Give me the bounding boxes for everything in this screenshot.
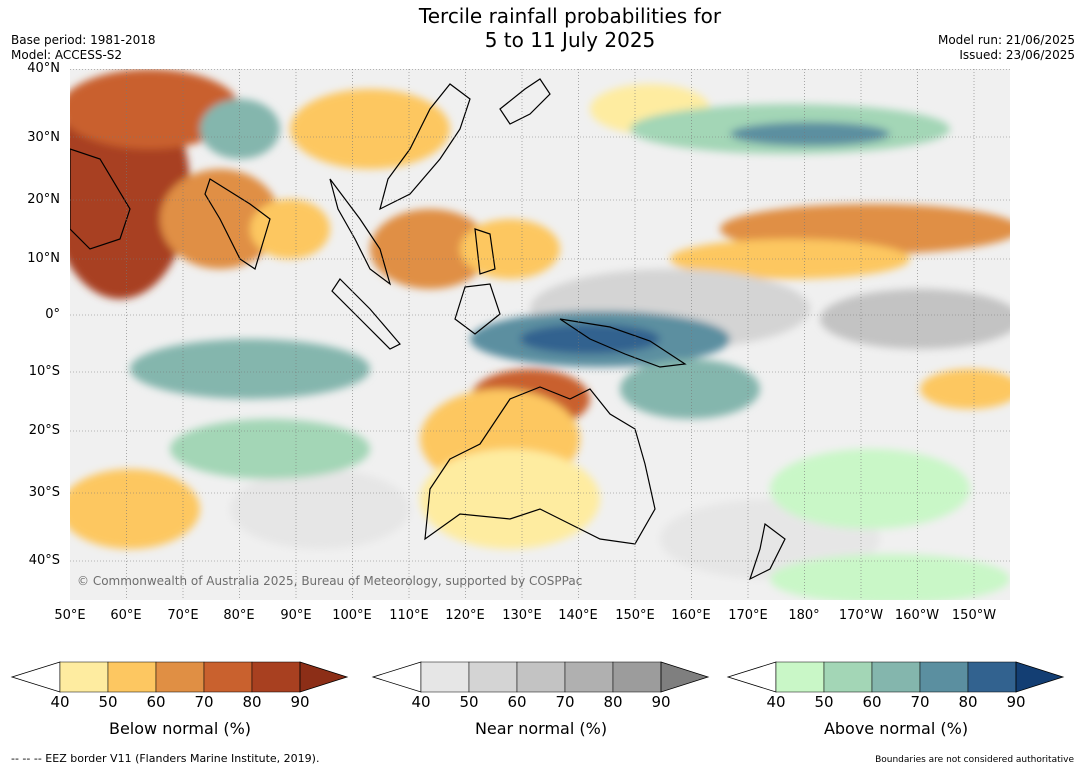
lon-label: 180° <box>788 608 820 623</box>
title-line-1: Tercile rainfall probabilities for <box>418 4 722 28</box>
near-tick: 50 <box>459 693 479 711</box>
colorbar-cell <box>612 661 662 693</box>
lat-label: 30°S <box>28 485 60 500</box>
lon-label: 110°E <box>389 608 429 623</box>
below-tick: 50 <box>98 693 118 711</box>
lat-label: 0° <box>45 307 60 322</box>
below-tick: 70 <box>194 693 214 711</box>
indochina-coast <box>329 178 392 286</box>
colorbar-cell <box>726 661 777 693</box>
colorbar-cell <box>371 661 422 693</box>
eez-border-note: -- -- -- EEZ border V11 (Flanders Marine… <box>11 752 320 765</box>
colorbar-cell <box>516 661 566 693</box>
above-tick: 50 <box>814 693 834 711</box>
lon-label: 50°E <box>54 608 86 623</box>
below-tick: 60 <box>146 693 166 711</box>
lon-label: 80°E <box>223 608 255 623</box>
colorbar-cell <box>468 661 518 693</box>
below-normal-label: Below normal (%) <box>108 719 252 738</box>
lat-label: 30°N <box>27 130 60 145</box>
lon-label: 130°E <box>502 608 542 623</box>
lon-label: 60°E <box>110 608 142 623</box>
china-coast <box>379 83 471 211</box>
run-info: Model run: 21/06/2025 Issued: 23/06/2025 <box>938 33 1075 63</box>
above-normal-label: Above normal (%) <box>823 719 969 738</box>
probability-map[interactable] <box>70 69 1010 600</box>
colorbar-cell <box>967 661 1017 693</box>
above-tick: 40 <box>766 693 786 711</box>
near-normal-colorbar <box>371 661 710 693</box>
colorbar-cell <box>299 661 349 693</box>
below-tick: 40 <box>50 693 70 711</box>
colorbar-cell <box>823 661 873 693</box>
coastlines <box>70 78 786 581</box>
lon-label: 120°E <box>445 608 485 623</box>
colorbar-cell <box>155 661 205 693</box>
legend-colorbars <box>10 661 1065 693</box>
near-tick: 40 <box>411 693 431 711</box>
colorbar-cell <box>107 661 157 693</box>
lon-label: 160°W <box>894 608 940 623</box>
above-tick: 80 <box>958 693 978 711</box>
title-line-2: 5 to 11 July 2025 <box>484 28 656 52</box>
lon-label: 160°E <box>671 608 711 623</box>
above-tick: 60 <box>862 693 882 711</box>
lon-label: 90°E <box>280 608 312 623</box>
base-period: Base period: 1981-2018 <box>11 33 156 47</box>
colorbar-cell <box>420 661 470 693</box>
colorbar-cell <box>1015 661 1065 693</box>
colorbar-cell <box>251 661 301 693</box>
graticule <box>70 69 1010 600</box>
model-info: Base period: 1981-2018 Model: ACCESS-S2 <box>11 33 156 63</box>
lon-label: 150°W <box>951 608 997 623</box>
lat-label: 20°N <box>27 192 60 207</box>
lon-label: 170°E <box>728 608 768 623</box>
borneo-coast <box>454 283 501 335</box>
below-normal-colorbar <box>10 661 349 693</box>
near-normal-label: Near normal (%) <box>474 719 608 738</box>
new-zealand-coast <box>748 522 786 581</box>
probability-field <box>70 69 1010 600</box>
near-tick: 60 <box>507 693 527 711</box>
lat-label: 10°S <box>28 364 60 379</box>
below-tick: 80 <box>242 693 262 711</box>
copyright-notice: © Commonwealth of Australia 2025, Bureau… <box>77 574 583 588</box>
colorbar-cell <box>775 661 825 693</box>
near-tick: 90 <box>651 693 671 711</box>
colorbar-cell <box>919 661 969 693</box>
lon-label: 170°W <box>838 608 884 623</box>
japan-coast <box>499 78 551 125</box>
sumatra-coast <box>331 278 401 350</box>
lon-label: 70°E <box>167 608 199 623</box>
model-run: Model run: 21/06/2025 <box>937 33 1075 47</box>
issued-date: Issued: 23/06/2025 <box>959 48 1075 62</box>
lat-label: 40°N <box>27 61 60 76</box>
near-tick: 70 <box>555 693 575 711</box>
lat-label: 10°N <box>27 251 60 266</box>
colorbar-cell <box>59 661 109 693</box>
colorbar-cell <box>871 661 921 693</box>
arabia-coast <box>70 148 131 250</box>
australia-coast <box>424 386 656 545</box>
lon-label: 150°E <box>615 608 655 623</box>
colorbar-cell <box>564 661 614 693</box>
lon-label: 140°E <box>558 608 598 623</box>
below-tick: 90 <box>290 693 310 711</box>
near-tick: 80 <box>603 693 623 711</box>
model-name: Model: ACCESS-S2 <box>11 48 123 62</box>
colorbar-cell <box>10 661 61 693</box>
new-guinea-coast <box>559 318 687 368</box>
boundaries-disclaimer: Boundaries are not considered authoritat… <box>875 755 1074 765</box>
above-normal-colorbar <box>726 661 1065 693</box>
lat-label: 20°S <box>28 423 60 438</box>
lon-label: 100°E <box>332 608 372 623</box>
colorbar-cell <box>660 661 710 693</box>
map-title: Tercile rainfall probabilities for 5 to … <box>0 4 1085 52</box>
india-coast <box>204 178 271 270</box>
above-tick: 70 <box>910 693 930 711</box>
lat-label: 40°S <box>28 553 60 568</box>
above-tick: 90 <box>1006 693 1026 711</box>
colorbar-cell <box>203 661 253 693</box>
